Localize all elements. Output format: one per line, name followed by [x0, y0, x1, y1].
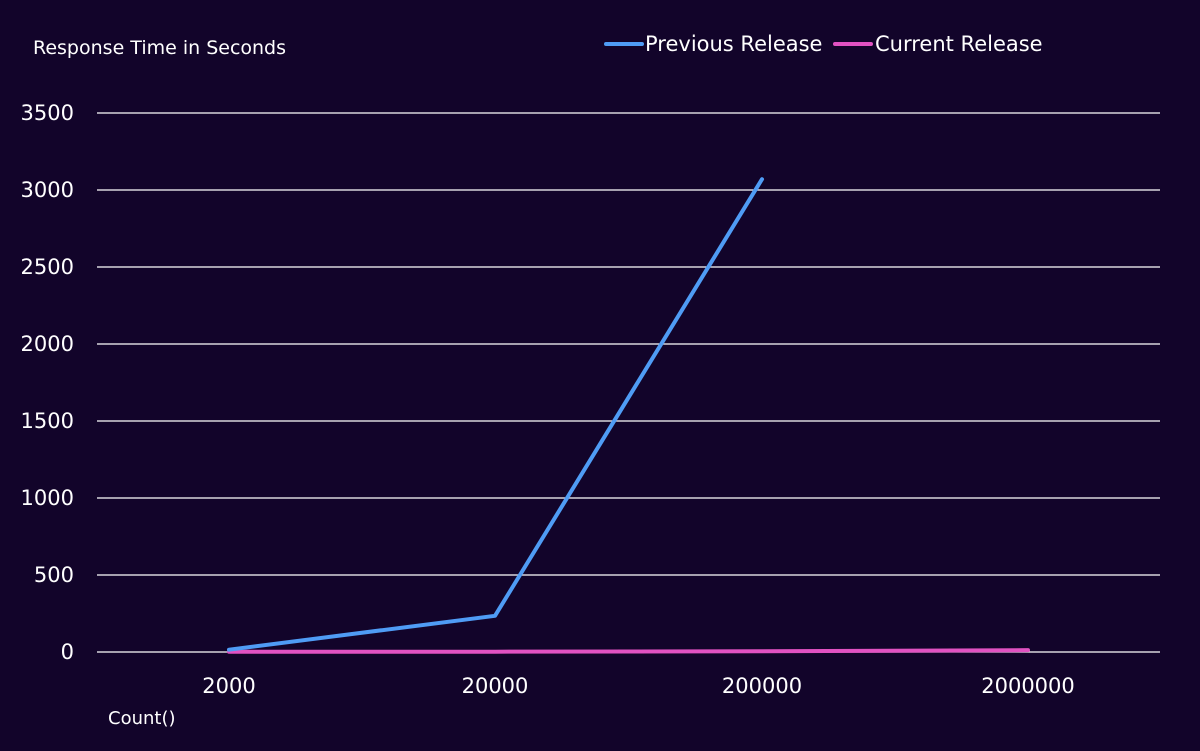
series-line-previous-release — [227, 177, 764, 652]
y-tick-label: 1500 — [21, 409, 74, 433]
x-tick-label: 2000 — [202, 674, 255, 698]
legend-item-current-release: Current Release — [833, 32, 1043, 56]
y-tick-label: 500 — [34, 563, 74, 587]
y-tick-label: 1000 — [21, 486, 74, 510]
series-layer — [227, 177, 1030, 654]
y-axis-label: Response Time in Seconds — [33, 37, 286, 59]
x-tick-label: 200000 — [722, 674, 802, 698]
series-line-current-release — [227, 648, 1030, 654]
legend-item-previous-release: Previous Release — [604, 32, 822, 56]
legend-label: Previous Release — [645, 32, 822, 56]
y-tick-label: 3500 — [21, 101, 74, 125]
y-axis-ticks: 0 500 1000 1500 2000 2500 3000 3500 — [21, 101, 74, 664]
x-axis-label: Count() — [108, 708, 176, 729]
y-tick-label: 3000 — [21, 178, 74, 202]
y-tick-label: 2500 — [21, 255, 74, 279]
x-tick-label: 2000000 — [981, 674, 1075, 698]
legend-label: Current Release — [875, 32, 1043, 56]
y-tick-label: 0 — [61, 640, 74, 664]
legend: Previous Release Current Release — [604, 32, 1043, 56]
x-tick-label: 20000 — [462, 674, 529, 698]
y-tick-label: 2000 — [21, 332, 74, 356]
x-axis-ticks: 2000 20000 200000 2000000 — [202, 674, 1074, 698]
